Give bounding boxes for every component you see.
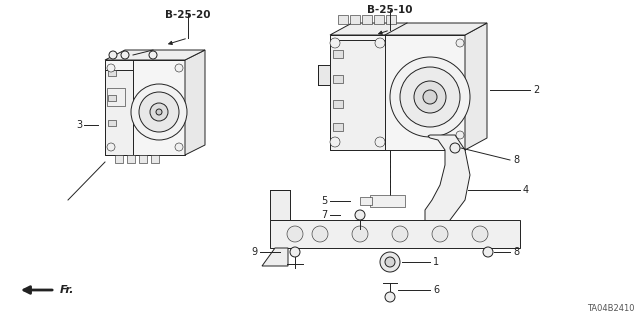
Circle shape (414, 81, 446, 113)
Bar (330, 40, 385, 150)
Bar (330, 35, 465, 150)
Bar (105, 70, 133, 155)
Bar (318, 65, 330, 85)
Circle shape (175, 143, 183, 151)
Bar (338, 15, 348, 24)
Circle shape (330, 137, 340, 147)
Circle shape (312, 226, 328, 242)
Polygon shape (105, 50, 205, 60)
Polygon shape (465, 23, 487, 150)
Text: 7: 7 (321, 210, 327, 220)
Polygon shape (425, 135, 470, 232)
Polygon shape (185, 50, 205, 155)
Bar (108, 120, 116, 126)
Circle shape (107, 64, 115, 72)
Polygon shape (262, 248, 288, 266)
Bar (333, 50, 343, 58)
Text: B-25-20: B-25-20 (165, 10, 211, 20)
Circle shape (450, 143, 460, 153)
Circle shape (390, 57, 470, 137)
Circle shape (432, 226, 448, 242)
Text: 6: 6 (433, 285, 439, 295)
Text: 1: 1 (433, 257, 439, 267)
Bar (108, 70, 116, 76)
Bar (333, 100, 343, 108)
Circle shape (456, 131, 464, 139)
Circle shape (355, 210, 365, 220)
Circle shape (139, 92, 179, 132)
Circle shape (150, 103, 168, 121)
Circle shape (156, 109, 162, 115)
Circle shape (375, 38, 385, 48)
Text: 3: 3 (76, 120, 82, 130)
Text: 4: 4 (523, 185, 529, 195)
Polygon shape (330, 23, 487, 35)
Text: TA04B2410: TA04B2410 (588, 304, 635, 313)
Bar (115, 155, 123, 163)
Circle shape (330, 38, 340, 48)
Bar (362, 15, 372, 24)
Bar (108, 95, 116, 101)
Text: 2: 2 (533, 85, 540, 95)
Polygon shape (270, 190, 290, 220)
Text: 8: 8 (513, 247, 519, 257)
Text: B-25-10: B-25-10 (367, 5, 413, 15)
Text: 8: 8 (513, 155, 519, 165)
Bar (105, 60, 185, 155)
Circle shape (400, 67, 460, 127)
Bar (386, 15, 396, 24)
Bar (360, 197, 372, 205)
Text: 5: 5 (321, 196, 327, 206)
Circle shape (423, 90, 437, 104)
Bar (374, 15, 384, 24)
Bar (333, 75, 343, 83)
Text: 9: 9 (251, 247, 257, 257)
Bar (151, 155, 159, 163)
Circle shape (107, 143, 115, 151)
Circle shape (385, 292, 395, 302)
Circle shape (380, 252, 400, 272)
Circle shape (352, 226, 368, 242)
Circle shape (392, 226, 408, 242)
Circle shape (149, 51, 157, 59)
Bar (350, 15, 360, 24)
Circle shape (483, 247, 493, 257)
Circle shape (472, 226, 488, 242)
Circle shape (375, 137, 385, 147)
Bar (107, 88, 125, 106)
Bar (127, 155, 135, 163)
Bar (270, 220, 520, 248)
Bar (370, 195, 405, 207)
Circle shape (109, 51, 117, 59)
Circle shape (131, 84, 187, 140)
Circle shape (175, 64, 183, 72)
Circle shape (287, 226, 303, 242)
Circle shape (290, 247, 300, 257)
Circle shape (456, 39, 464, 47)
Bar (139, 155, 147, 163)
Circle shape (385, 257, 395, 267)
Circle shape (121, 51, 129, 59)
Text: Fr.: Fr. (60, 285, 74, 295)
Bar (333, 123, 343, 131)
